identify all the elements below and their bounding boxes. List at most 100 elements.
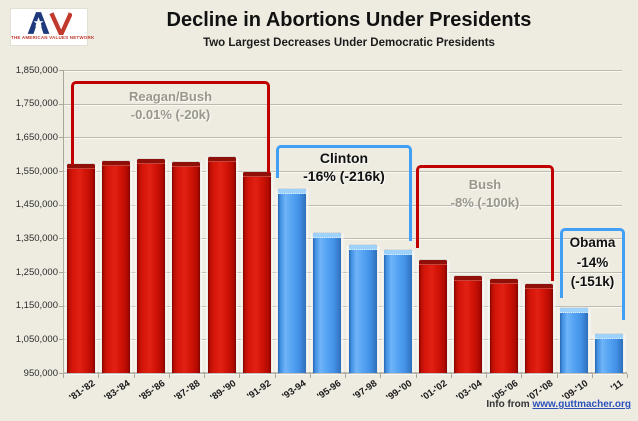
y-axis-tick [59,204,63,206]
bar-'93-94 [278,188,307,373]
bar-top-bevel [383,249,412,255]
bar-'95-96 [313,232,342,373]
x-axis-tick [450,374,452,378]
bar-'85-'86 [137,158,166,373]
bracket-obama [560,228,625,298]
x-axis-label: '81-'82 [66,378,97,404]
gridline-horizontal [63,204,622,206]
annotation-line: Clinton [319,150,369,166]
gridline-horizontal [63,70,622,71]
gridline-horizontal [63,305,622,307]
y-axis-label: 1,850,000 [15,64,58,76]
y-axis-label: 950,000 [23,367,58,379]
gridline-horizontal [63,103,622,105]
bar-'03-'04 [454,276,483,373]
y-axis-label: 1,150,000 [15,300,58,312]
annotation-line: Reagan/Bush [128,89,213,104]
x-axis-tick [204,374,205,378]
y-axis-label: 1,650,000 [15,131,58,143]
bar-'09-'10 [560,308,589,373]
bar-'01-'02 [419,259,448,373]
bracket-reagan_bush-leg [267,165,270,173]
y-axis-tick [59,373,63,374]
bar-top-bevel [101,161,130,167]
y-axis-tick [59,272,63,273]
bar-top-bevel [66,163,95,169]
bar-top-bevel [313,232,342,238]
bar-top-bevel [595,333,624,339]
bar-'83-'84 [101,161,130,373]
x-axis-tick [556,374,558,378]
y-axis-tick [59,70,63,71]
bar-top-bevel [137,158,166,164]
bar-'97-98 [348,245,377,373]
x-axis-tick [521,374,523,378]
source-prefix: Info from [486,399,533,410]
bar-top-bevel [419,259,448,265]
y-axis-tick [59,137,63,139]
x-axis-label: '99-'00 [384,378,415,404]
x-axis-tick [415,374,417,378]
y-axis-tick [59,305,63,307]
bar-top-bevel [278,188,307,194]
x-axis-label: '93-94 [280,378,309,403]
y-axis-label: 1,050,000 [15,333,58,345]
x-axis-tick [63,374,64,378]
x-axis-tick [627,374,628,378]
x-axis-tick [133,374,135,378]
y-axis-label: 1,550,000 [15,165,58,177]
logo-name: THE AMERICAN VALUES NETWORK [11,35,95,40]
bar-'11 [595,333,624,373]
y-axis-line [63,70,64,373]
bar-top-bevel [242,172,271,178]
annotation-line: Bush [468,177,502,192]
bracket-reagan_bush [71,81,270,165]
x-axis-label: '91-92 [245,378,274,403]
x-axis-tick [380,374,382,378]
x-axis-label: '11 [609,378,626,395]
annotation-bush: Bush -8% (-100k) [416,176,554,212]
y-axis-label: 1,750,000 [15,98,58,110]
x-axis-label: '83-'84 [102,378,133,404]
bracket-clinton-leg [409,178,412,241]
x-axis-label: '03-'04 [454,378,485,404]
x-axis-tick [486,374,487,378]
y-axis-tick [59,339,63,341]
x-axis-tick [591,374,593,378]
annotation-line: -0.01% (-20k) [130,107,211,122]
y-axis-label: 1,250,000 [15,266,58,278]
bar-'07-'08 [524,284,553,373]
x-axis-tick [98,374,100,378]
x-axis-label: '95-96 [315,378,344,403]
x-axis-tick [309,374,311,378]
x-axis-tick [274,374,276,378]
y-axis-label: 1,350,000 [15,232,58,244]
x-axis-label: '97-98 [350,378,379,403]
x-axis-label: '87-'88 [172,378,203,404]
y-axis-tick [59,103,63,105]
av-logo: THE AMERICAN VALUES NETWORK [10,8,95,46]
x-axis-tick [345,374,346,378]
bar-'89-'90 [207,156,236,373]
x-axis-label: '01-'02 [419,378,450,404]
page-subtitle: Two Largest Decreases Under Democratic P… [203,37,495,49]
y-axis-tick [59,238,63,240]
gridline-horizontal [63,272,622,273]
y-axis-tick [59,171,63,172]
y-axis-label: 1,450,000 [15,199,58,211]
av-logo-icon [27,11,72,35]
x-axis-label: '85-'86 [137,378,168,404]
annotation-line: (-151k) [570,274,615,289]
bar-'99-'00 [383,249,412,373]
bar-top-bevel [489,279,518,285]
bar-'05-'06 [489,279,518,373]
annotation-reagan_bush: Reagan/Bush -0.01% (-20k) [71,88,270,124]
bar-top-bevel [348,245,377,251]
source-link[interactable]: www.guttmacher.org [532,399,631,410]
x-axis-line [63,372,627,374]
bar-top-bevel [560,308,589,314]
bar-top-bevel [207,156,236,162]
source-note: Info from www.guttmacher.org [486,399,631,410]
gridline-horizontal [63,171,622,172]
